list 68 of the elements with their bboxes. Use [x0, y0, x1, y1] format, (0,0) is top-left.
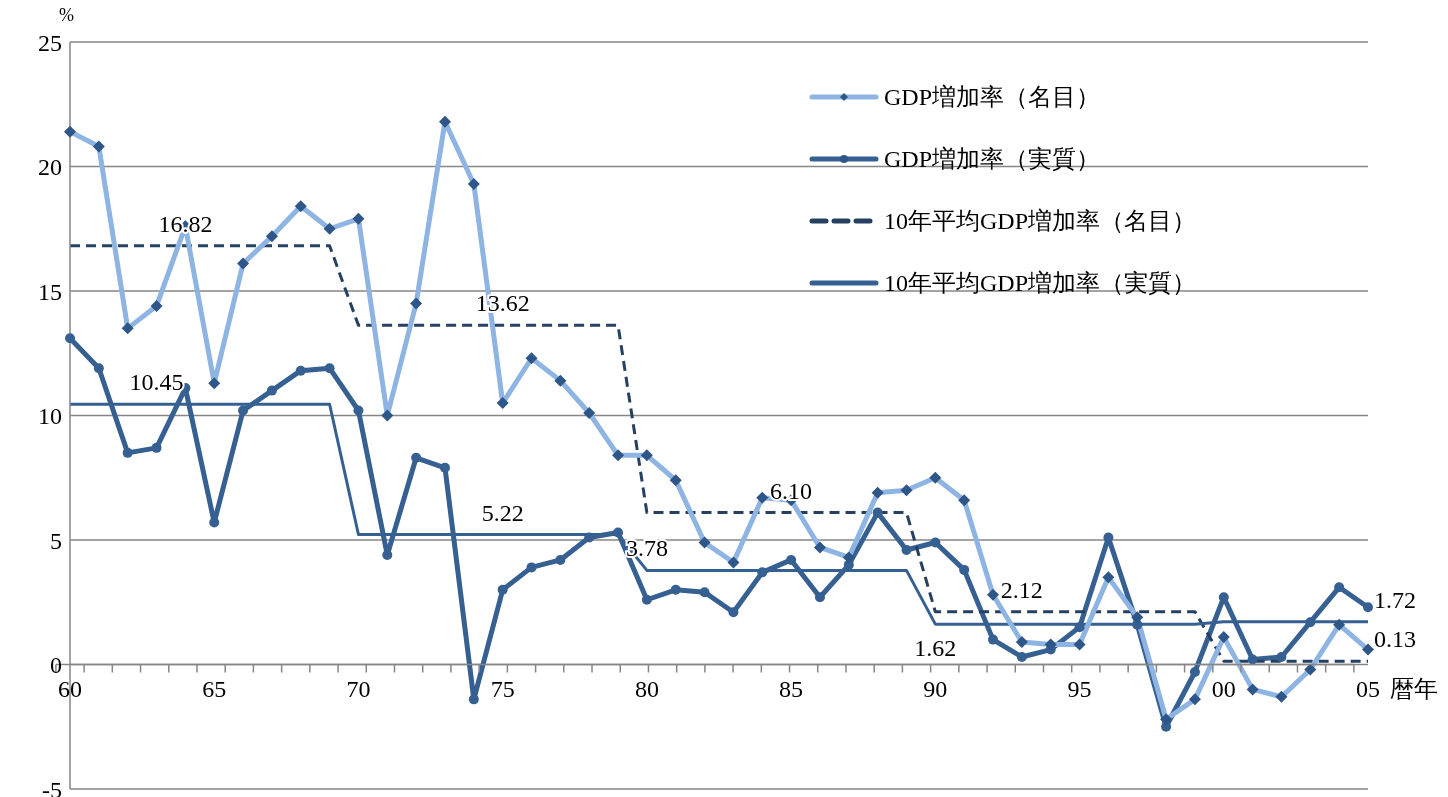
point	[411, 452, 422, 463]
x-tick-label: 00	[1211, 675, 1236, 702]
point	[699, 587, 710, 598]
y-tick-label: 20	[38, 154, 62, 181]
point	[1189, 666, 1200, 677]
point	[1305, 617, 1316, 628]
x-tick-label: 75	[490, 675, 515, 702]
point	[728, 607, 739, 618]
legend-label: GDP増加率（実質）	[884, 145, 1101, 174]
y-tick-label: -5	[42, 776, 62, 797]
y-tick-label: 10	[38, 403, 62, 430]
point	[1276, 652, 1287, 663]
point	[901, 544, 912, 555]
data-label: 5.22	[481, 499, 524, 526]
point	[295, 365, 306, 376]
point	[930, 537, 941, 548]
point	[872, 507, 883, 518]
x-tick-label: 85	[779, 675, 804, 702]
point	[93, 363, 104, 374]
data-label: 1.72	[1374, 586, 1416, 613]
point	[670, 584, 681, 595]
y-tick-label: 5	[50, 527, 62, 554]
point	[613, 527, 624, 538]
x-tick-label: 90	[923, 675, 948, 702]
legend-label: 10年平均GDP増加率（実質）	[884, 269, 1197, 298]
x-axis-title: 暦年	[1390, 675, 1439, 702]
data-label: 13.62	[475, 290, 530, 317]
x-tick-label: 70	[346, 675, 371, 702]
point	[151, 442, 162, 453]
point	[238, 405, 249, 416]
point	[959, 564, 970, 575]
data-label: 2.12	[1000, 576, 1043, 603]
x-tick-label: 65	[202, 675, 227, 702]
data-label: 16.82	[158, 210, 213, 237]
x-tick-label: 80	[634, 675, 659, 702]
point	[1247, 654, 1258, 665]
point	[555, 554, 566, 565]
point	[439, 462, 450, 473]
point	[786, 554, 797, 565]
point	[1016, 652, 1027, 663]
point	[641, 594, 652, 605]
point	[1074, 622, 1085, 633]
point	[122, 447, 133, 458]
point	[1334, 582, 1345, 593]
data-label: 10.45	[129, 369, 184, 396]
legend-label: 10年平均GDP増加率（名目）	[884, 207, 1197, 236]
y-tick-label: 15	[38, 278, 62, 305]
point	[814, 592, 825, 603]
point	[266, 385, 277, 396]
data-label: 1.62	[914, 635, 957, 662]
point	[324, 363, 335, 374]
data-label: 0.13	[1374, 626, 1416, 653]
legend-label: GDP増加率（名目）	[884, 83, 1101, 112]
point	[497, 584, 508, 595]
x-tick-label: 95	[1067, 675, 1092, 702]
point	[526, 562, 537, 573]
y-axis-title: %	[59, 4, 74, 25]
point	[757, 567, 768, 578]
point	[988, 634, 999, 645]
data-label: 6.10	[770, 477, 813, 504]
y-tick-label: 25	[38, 29, 62, 56]
point	[209, 517, 220, 528]
point	[353, 405, 364, 416]
x-tick-label: 05	[1356, 675, 1380, 702]
point	[65, 333, 75, 344]
point	[584, 532, 595, 543]
point	[468, 694, 479, 705]
point	[1363, 602, 1373, 613]
